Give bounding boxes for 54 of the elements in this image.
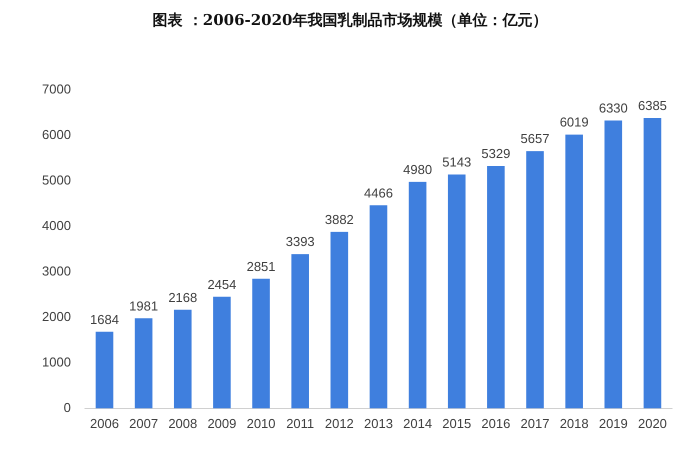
bar bbox=[134, 318, 152, 408]
y-tick-label: 7000 bbox=[42, 82, 71, 97]
data-label: 3882 bbox=[324, 212, 354, 227]
bar bbox=[526, 151, 544, 408]
bar bbox=[565, 134, 583, 408]
bar bbox=[448, 174, 466, 408]
data-label: 6019 bbox=[560, 114, 589, 130]
data-label: 5329 bbox=[481, 146, 510, 162]
x-tick-label: 2017 bbox=[520, 416, 550, 431]
data-label: 1981 bbox=[129, 298, 158, 314]
y-tick-label: 6000 bbox=[42, 127, 71, 142]
bar bbox=[487, 166, 505, 408]
y-tick-label: 4000 bbox=[42, 218, 71, 234]
bar bbox=[408, 182, 426, 408]
bar bbox=[604, 120, 622, 408]
data-label: 2851 bbox=[246, 258, 276, 274]
data-label: 4980 bbox=[403, 162, 432, 177]
bar bbox=[96, 332, 114, 408]
x-tick-label: 2019 bbox=[598, 416, 628, 431]
bar bbox=[252, 278, 270, 408]
x-tick-label: 2016 bbox=[481, 416, 510, 431]
x-tick-label: 2014 bbox=[403, 416, 432, 431]
x-tick-label: 2018 bbox=[560, 416, 589, 431]
data-label: 5143 bbox=[442, 154, 472, 170]
data-label: 1684 bbox=[90, 312, 119, 327]
chart-title: 图表 ：2006-2020年我国乳制品市场规模（单位：亿元） bbox=[152, 10, 548, 29]
bar bbox=[644, 118, 662, 408]
x-tick-label: 2015 bbox=[442, 416, 472, 431]
bar bbox=[291, 254, 309, 408]
x-tick-label: 2009 bbox=[207, 416, 236, 431]
bar bbox=[174, 310, 192, 408]
data-label: 6330 bbox=[598, 100, 628, 116]
x-tick-label: 2012 bbox=[324, 416, 354, 431]
bar bbox=[213, 296, 231, 408]
data-label: 6385 bbox=[638, 98, 667, 114]
data-label: 2454 bbox=[207, 276, 236, 292]
y-tick-label: 1000 bbox=[42, 354, 71, 370]
y-tick-label: 3000 bbox=[42, 264, 71, 279]
y-tick-label: 2000 bbox=[42, 309, 71, 324]
bar bbox=[330, 232, 348, 408]
x-tick-label: 2010 bbox=[246, 416, 276, 431]
x-tick-label: 2007 bbox=[129, 416, 158, 431]
data-label: 4466 bbox=[364, 185, 393, 200]
bar bbox=[370, 205, 388, 408]
x-tick-label: 2008 bbox=[168, 416, 198, 431]
x-tick-label: 2006 bbox=[90, 416, 119, 431]
x-tick-label: 2011 bbox=[286, 416, 314, 431]
x-tick-label: 2013 bbox=[364, 416, 393, 431]
y-tick-label: 0 bbox=[64, 400, 71, 415]
y-tick-label: 5000 bbox=[42, 172, 71, 188]
data-label: 3393 bbox=[286, 234, 315, 250]
x-tick-label: 2020 bbox=[638, 416, 667, 431]
data-label: 2168 bbox=[168, 290, 198, 305]
data-label: 5657 bbox=[520, 131, 550, 146]
